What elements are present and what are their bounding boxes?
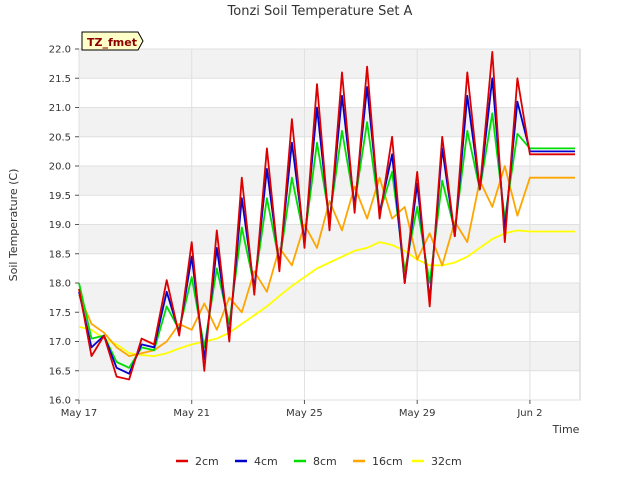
y-tick-label: 22.0	[49, 45, 71, 56]
y-tick-label: 21.0	[49, 103, 71, 114]
plot-band	[79, 341, 580, 371]
x-tick-label: May 25	[286, 408, 323, 419]
plot-band	[79, 49, 580, 79]
legend-label-16cm: 16cm	[372, 455, 403, 468]
y-tick-label: 18.0	[49, 279, 71, 290]
badge-label: TZ_fmet	[87, 36, 137, 49]
y-axis-label: Soil Temperature (C)	[7, 169, 20, 282]
series-line-2cm	[78, 51, 575, 381]
y-tick-label: 17.5	[49, 308, 71, 319]
chart-title: Tonzi Soil Temperature Set A	[227, 4, 413, 19]
legend-label-2cm: 2cm	[195, 455, 219, 468]
x-tick-label: May 29	[399, 408, 436, 419]
axes: 16.0 16.5 17.0 17.5 18.0 18.5 19.0 19.5 20.0 20.5…	[49, 45, 543, 420]
legend-label-32cm: 32cm	[431, 455, 462, 468]
legend: 2cm 4cm 8cm 16cm 32cm	[176, 455, 462, 468]
series-line-16cm	[78, 165, 575, 357]
series-lines	[78, 51, 575, 381]
series-line-32cm	[78, 229, 575, 357]
y-tick-label: 19.0	[49, 220, 71, 231]
x-tick-label: May 17	[61, 408, 98, 419]
plot-band	[79, 136, 580, 166]
y-tick-label: 16.0	[49, 396, 71, 407]
plot-area	[78, 48, 581, 401]
legend-label-4cm: 4cm	[254, 455, 278, 468]
site-badge: TZ_fmet	[81, 31, 144, 51]
x-tick-label: May 21	[173, 408, 210, 419]
y-tick-label: 16.5	[49, 366, 71, 377]
y-tick-label: 20.5	[49, 132, 71, 143]
plot-band	[79, 312, 580, 342]
x-tick-label: Jun 2	[516, 408, 542, 419]
y-tick-label: 17.0	[49, 337, 71, 348]
plot-band	[79, 78, 580, 108]
plot-band	[79, 370, 580, 400]
plot-band	[79, 253, 580, 283]
badge-shape	[81, 31, 144, 51]
plot-band	[79, 166, 580, 196]
y-tick-label: 19.5	[49, 191, 71, 202]
x-axis-label: Time	[552, 423, 580, 436]
plot-band	[79, 283, 580, 313]
y-tick-label: 20.0	[49, 162, 71, 173]
y-tick-label: 18.5	[49, 249, 71, 260]
y-tick-label: 21.5	[49, 74, 71, 85]
plot-band	[79, 107, 580, 137]
legend-label-8cm: 8cm	[313, 455, 337, 468]
